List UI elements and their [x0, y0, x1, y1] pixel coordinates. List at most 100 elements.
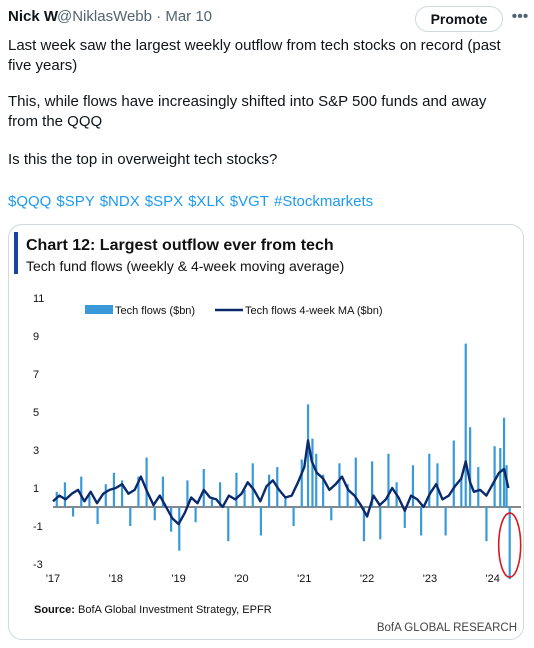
author-handle[interactable]: @NiklasWebb: [57, 8, 152, 25]
flow-bar: [80, 476, 83, 507]
tweet-text-line: five years): [8, 57, 78, 74]
flow-bar: [315, 453, 318, 507]
hashtag-link[interactable]: #Stockmarkets: [273, 193, 374, 210]
chart-subtitle: Tech fund flows (weekly & 4-week moving …: [26, 258, 344, 274]
legend-swatch-bars: [85, 305, 113, 314]
flow-bar: [267, 474, 271, 507]
flow-bar: [300, 459, 303, 507]
flow-bar: [178, 507, 181, 551]
flow-bar: [251, 463, 254, 507]
tweet-text-line: from the QQQ: [8, 113, 103, 130]
flow-bar: [379, 507, 382, 540]
source-label: Source:: [34, 604, 75, 616]
flow-bar: [235, 472, 238, 507]
bar-series: [55, 343, 511, 580]
flow-bar: [218, 482, 222, 507]
y-tick-label: 9: [33, 331, 39, 343]
flow-bar: [306, 404, 310, 507]
x-tick-label: '20: [234, 573, 248, 585]
flow-bar: [411, 465, 415, 507]
legend: Tech flows ($bn) Tech flows 4-week MA ($…: [85, 305, 383, 317]
flow-bar: [145, 457, 148, 507]
flow-bar: [243, 489, 246, 507]
x-tick-label: '19: [171, 573, 185, 585]
flow-bar: [444, 507, 447, 536]
flow-bar: [485, 507, 488, 542]
flow-bar: [227, 507, 230, 542]
tweet-date[interactable]: Mar 10: [165, 8, 213, 25]
flow-bar: [346, 484, 349, 507]
x-tick-label: '18: [109, 573, 123, 585]
y-tick-label: 1: [33, 483, 39, 495]
flow-bar: [371, 461, 374, 507]
author-name[interactable]: Nick W: [8, 8, 59, 25]
flow-bar: [259, 507, 263, 536]
flow-bar: [63, 482, 67, 507]
flow-bar: [284, 497, 287, 507]
x-tick-label: '22: [360, 573, 374, 585]
moving-average-line: [52, 439, 510, 526]
legend-label-bars: Tech flows ($bn): [115, 305, 195, 317]
flow-bar: [330, 507, 333, 521]
flow-bar: [499, 448, 502, 507]
flow-bar: [112, 472, 116, 507]
more-horizontal-icon[interactable]: •••: [511, 8, 529, 25]
flow-bar: [428, 453, 431, 507]
dot-separator: ·: [156, 8, 166, 25]
flow-bar: [469, 427, 472, 507]
cashtag-link[interactable]: $SPY: [56, 193, 95, 210]
tweet-text-line: This, while flows have increasingly shif…: [8, 93, 487, 110]
flow-bar: [387, 453, 390, 507]
flow-bar: [186, 480, 189, 507]
flow-bar: [464, 343, 467, 507]
flow-bar: [508, 507, 511, 580]
cashtag-link[interactable]: $QQQ: [8, 193, 52, 210]
flow-bar: [505, 465, 508, 507]
flow-bar: [161, 476, 165, 507]
chart-image-card[interactable]: Chart 12: Largest outflow ever from tech…: [8, 224, 524, 640]
flow-bar: [104, 484, 107, 507]
flow-bar: [153, 507, 156, 521]
flow-bar: [452, 440, 455, 507]
flow-bar: [338, 463, 341, 507]
flow-bar: [169, 507, 173, 532]
cashtag-link[interactable]: $NDX: [99, 193, 140, 210]
flow-bar: [292, 507, 295, 526]
y-tick-label: 11: [33, 293, 44, 305]
y-tick-label: -3: [33, 559, 43, 571]
x-tick-label: '21: [297, 573, 311, 585]
flow-bar: [322, 474, 325, 507]
cashtag-link[interactable]: $VGT: [229, 193, 269, 210]
source-text: BofA Global Investment Strategy, EPFR: [75, 604, 272, 616]
tweet-text-line: Is this the top in overweight tech stock…: [8, 151, 278, 168]
x-tick-label: '24: [486, 573, 500, 585]
flow-bar: [493, 446, 496, 507]
x-tick-label: '23: [423, 573, 437, 585]
y-tick-label: 5: [33, 407, 39, 419]
flow-bar: [420, 507, 423, 536]
tweet-text-line: Last week saw the largest weekly outflow…: [8, 37, 501, 54]
flow-bar: [121, 480, 124, 507]
flow-bar: [460, 478, 463, 507]
source-note: Source: BofA Global Investment Strategy,…: [34, 604, 272, 616]
flow-bar: [194, 507, 197, 523]
flow-bar: [362, 507, 366, 542]
promote-button[interactable]: Promote: [415, 6, 503, 32]
bofa-branding: BofA GLOBAL RESEARCH: [377, 622, 517, 634]
flow-bar: [502, 417, 506, 507]
y-axis: 11 9 7 5 3 1 -1 -3: [33, 293, 44, 571]
cashtag-link[interactable]: $SPX: [144, 193, 184, 210]
hashtag-row: $QQQ $SPY $NDX $SPX $XLK $VGT #Stockmarkets: [8, 192, 378, 212]
flow-bar: [311, 438, 314, 507]
flow-bar: [96, 507, 99, 525]
chart-svg: Chart 12: Largest outflow ever from tech…: [14, 232, 522, 634]
legend-label-line: Tech flows 4-week MA ($bn): [245, 305, 383, 317]
flow-bar: [137, 476, 140, 507]
cashtag-link[interactable]: $XLK: [188, 193, 225, 210]
flow-bar: [403, 507, 406, 528]
flow-bar: [72, 507, 75, 517]
flow-bar: [88, 495, 91, 507]
title-accent-bar: [14, 232, 18, 274]
tweet-header: Nick W @NiklasWebb · Mar 10 Promote •••: [8, 6, 529, 32]
flow-bar: [210, 499, 214, 507]
